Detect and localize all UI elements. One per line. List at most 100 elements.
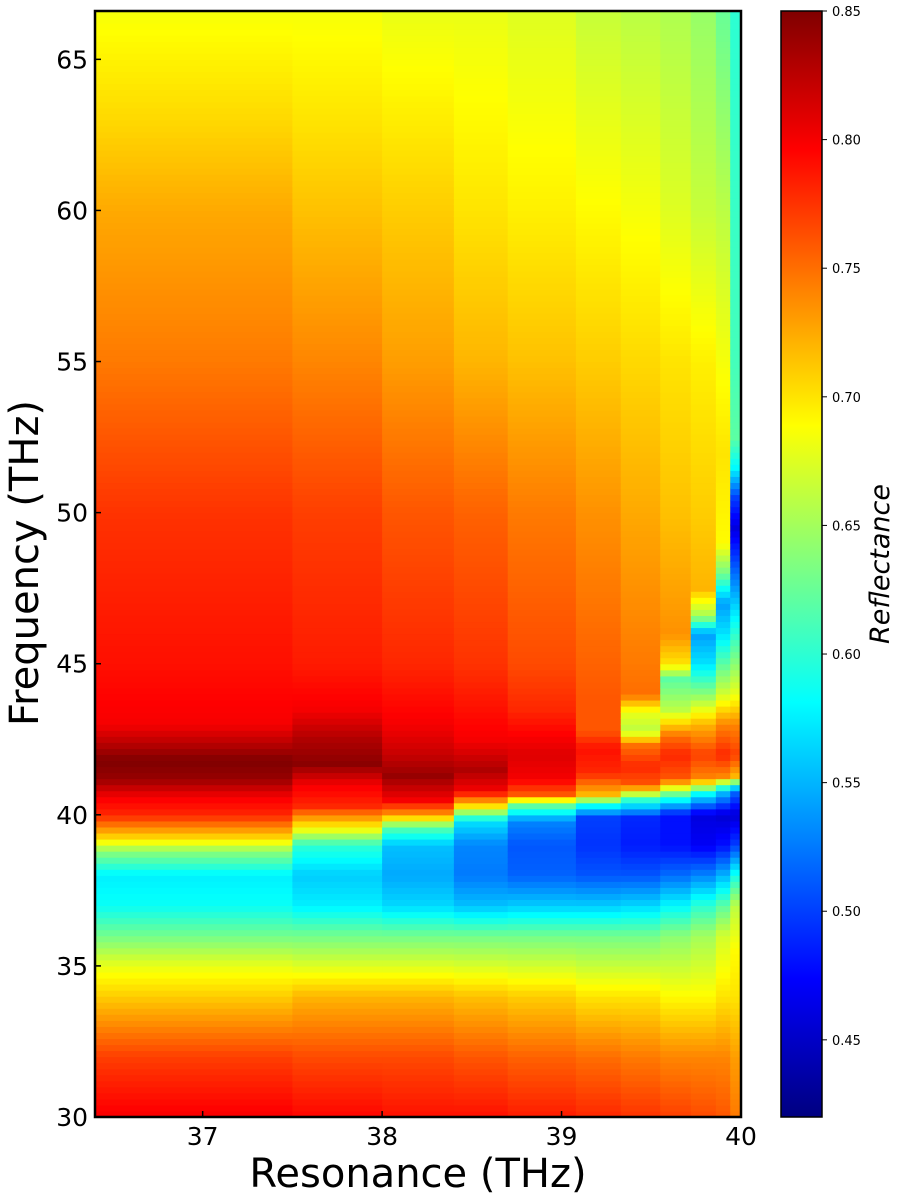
- heatmap-cell: [690, 464, 717, 471]
- heatmap-cell: [292, 289, 383, 296]
- heatmap-cell: [453, 990, 509, 997]
- heatmap-cell: [382, 518, 455, 526]
- heatmap-cell: [95, 536, 293, 544]
- heatmap-cell: [660, 373, 692, 381]
- heatmap-cell: [660, 240, 692, 248]
- heatmap-cell: [382, 367, 455, 375]
- heatmap-cell: [575, 470, 622, 477]
- heatmap-cell: [453, 11, 509, 18]
- heatmap-cell: [292, 772, 383, 780]
- heatmap-cell: [730, 687, 742, 695]
- heatmap-cell: [730, 143, 742, 151]
- heatmap-cell: [690, 863, 717, 870]
- heatmap-cell: [690, 917, 717, 925]
- heatmap-cell: [575, 168, 622, 175]
- heatmap-cell: [507, 917, 577, 925]
- heatmap-cell: [575, 252, 622, 260]
- heatmap-cell: [507, 35, 577, 42]
- heatmap-cell: [453, 645, 509, 653]
- heatmap-cell: [292, 699, 383, 707]
- heatmap-cell: [715, 802, 731, 810]
- heatmap-cell: [292, 1080, 383, 1088]
- heatmap-cell: [292, 651, 383, 659]
- heatmap-cell: [660, 337, 692, 344]
- heatmap-cell: [507, 143, 577, 151]
- heatmap-cell: [507, 434, 577, 441]
- heatmap-cell: [715, 1014, 731, 1021]
- heatmap-cell: [95, 367, 293, 375]
- heatmap-cell: [507, 464, 577, 471]
- heatmap-cell: [95, 1074, 293, 1082]
- heatmap-cell: [690, 1098, 717, 1106]
- heatmap-cell: [95, 482, 293, 490]
- heatmap-cell: [660, 41, 692, 48]
- heatmap-cell: [715, 150, 731, 157]
- heatmap-cell: [690, 11, 717, 18]
- heatmap-cell: [382, 349, 455, 357]
- heatmap-cell: [453, 766, 509, 774]
- heatmap-cell: [382, 47, 455, 54]
- heatmap-cell: [730, 808, 742, 816]
- heatmap-cell: [382, 887, 455, 894]
- heatmap-cell: [620, 1002, 661, 1009]
- heatmap-cell: [620, 216, 661, 224]
- heatmap-cell: [292, 851, 383, 858]
- heatmap-cell: [95, 77, 293, 85]
- heatmap-cell: [453, 488, 509, 496]
- heatmap-cell: [730, 198, 742, 205]
- heatmap-cell: [292, 440, 383, 447]
- heatmap-cell: [690, 838, 717, 846]
- heatmap-cell: [730, 403, 742, 411]
- heatmap-cell: [660, 663, 692, 671]
- heatmap-cell: [292, 784, 383, 792]
- heatmap-cell: [292, 331, 383, 338]
- heatmap-cell: [382, 808, 455, 816]
- heatmap-cell: [690, 59, 717, 66]
- heatmap-cell: [730, 554, 742, 562]
- heatmap-cell: [95, 252, 293, 260]
- heatmap-cell: [575, 107, 622, 115]
- heatmap-cell: [382, 107, 455, 115]
- heatmap-cell: [453, 95, 509, 103]
- heatmap-cell: [453, 899, 509, 907]
- heatmap-cell: [660, 706, 692, 713]
- heatmap-cell: [453, 373, 509, 381]
- heatmap-cell: [292, 706, 383, 713]
- heatmap-cell: [660, 990, 692, 997]
- heatmap-cell: [575, 113, 622, 121]
- heatmap-cell: [690, 766, 717, 774]
- heatmap-cell: [690, 240, 717, 248]
- heatmap-cell: [620, 826, 661, 834]
- heatmap-cell: [715, 851, 731, 858]
- heatmap-cell: [453, 591, 509, 598]
- heatmap-cell: [382, 826, 455, 834]
- heatmap-cell: [453, 585, 509, 592]
- heatmap-cell: [575, 1104, 622, 1112]
- heatmap-cell: [715, 838, 731, 846]
- heatmap-cell: [730, 361, 742, 369]
- heatmap-cell: [620, 446, 661, 453]
- heatmap-cell: [575, 875, 622, 882]
- heatmap-cell: [382, 1032, 455, 1040]
- heatmap-cell: [382, 675, 455, 683]
- heatmap-cell: [575, 337, 622, 344]
- heatmap-cell: [575, 591, 622, 598]
- heatmap-cell: [453, 361, 509, 369]
- heatmap-cell: [660, 1080, 692, 1088]
- heatmap-cell: [620, 125, 661, 133]
- heatmap-cell: [690, 796, 717, 804]
- heatmap-cell: [382, 1008, 455, 1015]
- heatmap-cell: [690, 210, 717, 218]
- heatmap-cell: [715, 325, 731, 332]
- heatmap-cell: [730, 730, 742, 737]
- heatmap-cell: [690, 984, 717, 991]
- heatmap-cell: [620, 941, 661, 949]
- heatmap-cell: [95, 524, 293, 532]
- heatmap-cell: [660, 984, 692, 991]
- heatmap-cell: [715, 101, 731, 109]
- heatmap-cell: [453, 887, 509, 894]
- heatmap-cell: [575, 560, 622, 568]
- heatmap-cell: [690, 319, 717, 326]
- heatmap-cell: [690, 990, 717, 997]
- heatmap-cell: [453, 512, 509, 520]
